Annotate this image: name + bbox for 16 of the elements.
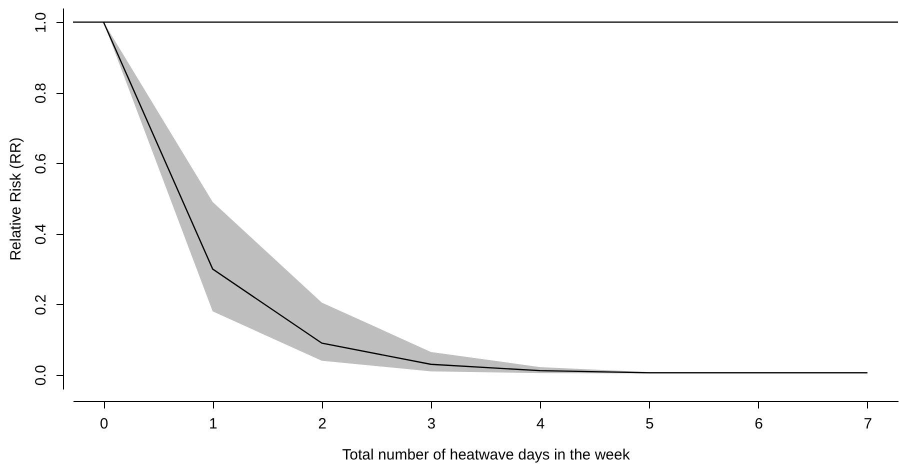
x-tick-label: 3	[427, 416, 436, 432]
x-tick-label: 0	[100, 416, 108, 432]
x-tick-label: 5	[646, 416, 654, 432]
x-tick-label: 2	[318, 416, 326, 432]
x-tick-label: 1	[209, 416, 218, 432]
y-tick-label: 0.2	[32, 294, 50, 316]
y-tick-label: 0.0	[32, 364, 50, 386]
y-tick-label: 0.8	[32, 82, 50, 104]
y-axis-title: Relative Risk (RR)	[8, 137, 24, 261]
x-axis-title: Total number of heatwave days in the week	[342, 446, 630, 464]
x-tick-label: 6	[754, 416, 763, 432]
x-tick-label: 4	[536, 416, 545, 432]
y-tick-label: 0.4	[32, 224, 50, 245]
y-tick-label: 1.0	[32, 12, 50, 34]
y-tick-label: 0.6	[32, 153, 50, 174]
x-tick-label: 7	[864, 416, 872, 432]
